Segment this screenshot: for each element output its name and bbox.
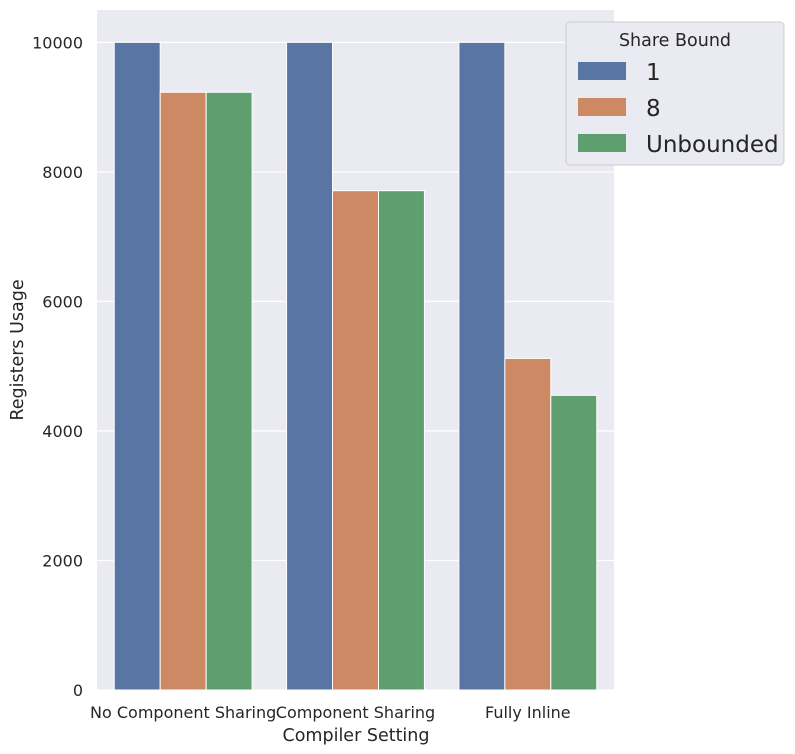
bar-unbounded-1 [377,190,425,691]
y-tick-label: 4000 [42,422,83,441]
legend-box [565,21,785,166]
bar-1-1 [286,41,334,691]
legend-items: 1 8 Unbounded [578,60,779,158]
bar-unbounded-0 [205,91,253,691]
bars [113,41,598,691]
legend-label-unbounded: Unbounded [646,132,779,158]
bar-8-2 [504,357,552,691]
y-tick-label: 2000 [42,551,83,570]
x-tick-label: Component Sharing [276,703,435,722]
y-tick-label: 0 [73,681,83,700]
legend-label-8: 8 [646,96,661,122]
x-axis-ticks: No Component Sharing Component Sharing Ful… [90,703,571,722]
x-tick-label: Fully Inline [485,703,571,722]
y-axis-ticks: 0 2000 4000 6000 8000 10000 [32,33,83,700]
y-tick-label: 6000 [42,292,83,311]
bar-8-1 [332,190,379,691]
x-axis-label: Compiler Setting [283,726,430,746]
legend-swatch-unbounded [578,134,626,152]
bar-1-2 [458,41,506,691]
bar-8-0 [159,91,207,691]
legend: Share Bound 1 8 Unbounded [565,21,785,166]
bar-1-0 [113,41,161,691]
y-axis-label: Registers Usage [8,279,28,420]
legend-swatch-1 [578,62,626,80]
legend-label-1: 1 [646,60,661,86]
bar-unbounded-2 [550,394,598,691]
y-tick-label: 10000 [32,33,83,52]
legend-swatch-8 [578,98,626,116]
x-tick-label: No Component Sharing [90,703,276,722]
y-tick-label: 8000 [42,163,83,182]
legend-title: Share Bound [619,31,731,51]
